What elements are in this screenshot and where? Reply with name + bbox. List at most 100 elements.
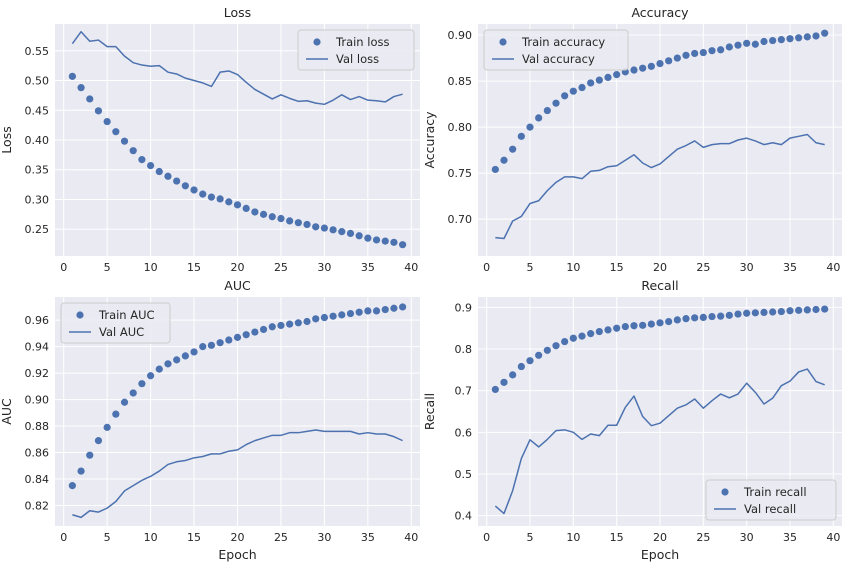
y-tick-label: 0.86	[25, 447, 50, 460]
data-point	[665, 317, 673, 326]
chart-title: AUC	[224, 278, 251, 293]
data-point	[216, 195, 224, 203]
data-point	[251, 208, 259, 216]
data-point	[803, 306, 811, 314]
x-tick-label: 40	[826, 531, 840, 544]
data-point	[303, 220, 311, 229]
data-point	[364, 307, 372, 315]
legend: Train recall Val recall	[705, 479, 837, 521]
data-point	[338, 311, 346, 319]
data-point	[682, 315, 690, 323]
x-tick-label: 0	[60, 261, 67, 274]
y-tick-label: 0.25	[25, 223, 50, 236]
series-val-accuracy	[495, 133, 825, 240]
data-point	[268, 213, 276, 221]
x-tick-label: 20	[231, 531, 245, 544]
data-point	[77, 467, 85, 475]
data-point	[795, 34, 803, 42]
y-tick-label: 0.82	[25, 499, 50, 512]
series-line	[71, 30, 403, 106]
data-point	[173, 356, 181, 364]
data-point	[199, 190, 207, 198]
y-tick-label: 0.5	[455, 468, 473, 481]
data-point	[578, 83, 586, 92]
y-tick-label: 0.90	[25, 394, 50, 407]
y-tick-label: 0.7	[455, 385, 473, 398]
data-point	[399, 303, 407, 311]
y-tick-label: 0.45	[25, 104, 50, 117]
y-tick-label: 0.84	[25, 473, 50, 486]
data-point	[103, 117, 111, 126]
data-point	[77, 84, 85, 92]
data-point	[760, 37, 768, 46]
legend-entry: Train AUC	[98, 308, 155, 322]
data-point	[294, 219, 302, 227]
data-point	[155, 365, 163, 373]
legend-box	[705, 479, 837, 521]
subplot-recall: 0 5 10 15 20 25 30 35 40 0.4 0.5 0.6 0.7 0.8 0.9 Recall…	[422, 278, 842, 562]
data-point	[399, 241, 407, 249]
data-point	[569, 334, 577, 342]
data-point	[561, 92, 569, 100]
data-point	[491, 385, 499, 394]
x-tick-label: 35	[361, 261, 375, 274]
data-point	[691, 314, 699, 322]
data-point	[129, 389, 137, 397]
y-tick-label: 0.8	[455, 343, 473, 356]
data-point	[517, 132, 525, 140]
data-point	[138, 380, 146, 388]
series-val-auc	[72, 429, 403, 519]
x-tick-label: 35	[783, 531, 797, 544]
data-point	[682, 51, 690, 59]
x-tick-label: 30	[740, 531, 754, 544]
y-tick-label: 0.80	[448, 121, 473, 134]
data-point	[743, 39, 751, 47]
data-point	[535, 351, 543, 359]
data-point	[112, 410, 120, 418]
data-point	[372, 307, 381, 315]
legend-entry: Train recall	[743, 485, 807, 499]
data-point	[760, 308, 768, 317]
x-tick-label: 0	[483, 531, 490, 544]
legend-entry: Val recall	[744, 502, 796, 516]
data-point	[708, 47, 716, 55]
data-point	[94, 107, 103, 115]
subplot-auc: 0 5 10 15 20 25 30 35 40 0.82 0.84 0.86 0.88 0.90 0.92…	[0, 278, 420, 562]
x-tick-label: 30	[740, 261, 754, 274]
data-point	[561, 337, 569, 346]
series-val-recall	[494, 368, 825, 515]
data-point	[390, 238, 398, 246]
data-point	[639, 64, 647, 72]
data-point	[86, 95, 94, 103]
data-point	[552, 342, 560, 350]
legend: Train loss Val loss	[297, 29, 415, 71]
data-point	[751, 309, 759, 317]
x-tick-label: 5	[104, 261, 111, 274]
x-tick-label: 15	[187, 261, 201, 274]
data-point	[647, 62, 655, 70]
data-point	[225, 198, 233, 206]
x-tick-label: 25	[696, 261, 710, 274]
x-tick-label: 25	[274, 531, 288, 544]
data-point	[656, 59, 664, 68]
data-point	[164, 172, 172, 180]
data-point	[207, 341, 216, 349]
data-point	[769, 36, 777, 45]
data-point	[491, 165, 499, 174]
data-point	[207, 193, 216, 201]
y-tick-label: 0.50	[25, 75, 50, 88]
x-tick-label: 15	[610, 261, 624, 274]
legend-box	[297, 29, 415, 71]
y-tick-label: 0.88	[25, 420, 50, 433]
legend-entry: Val loss	[336, 52, 379, 66]
x-axis-label: Epoch	[218, 547, 256, 562]
data-point	[286, 217, 294, 225]
data-point	[329, 312, 337, 320]
data-point	[665, 57, 673, 65]
data-point	[803, 33, 811, 41]
data-point	[509, 371, 517, 379]
data-point	[656, 319, 664, 327]
data-point	[86, 451, 94, 459]
y-axis-label: Loss	[0, 126, 14, 153]
